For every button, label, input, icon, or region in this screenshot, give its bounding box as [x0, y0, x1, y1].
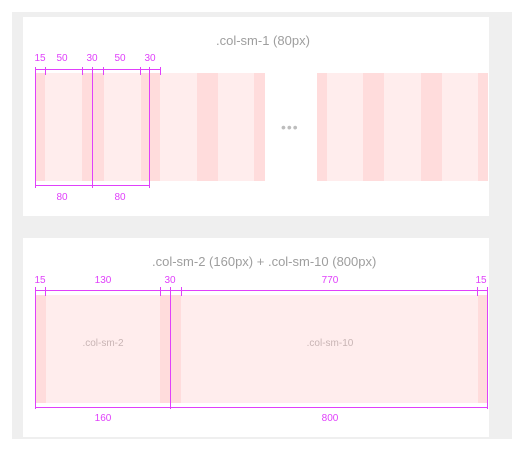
column: [45, 73, 82, 181]
gutter: [363, 73, 384, 181]
marker-line: [170, 287, 171, 409]
marker-line: [35, 287, 36, 409]
gutter: [82, 73, 104, 181]
dimension-label: 15: [34, 53, 46, 64]
column: [218, 73, 254, 181]
dimension-label: 30: [86, 53, 98, 64]
gutter: [35, 295, 46, 403]
marker-line: [149, 67, 150, 188]
marker-tick: [82, 67, 83, 75]
gutter: [254, 73, 265, 181]
marker-tick: [45, 67, 46, 75]
marker-dimension-line: [35, 185, 150, 186]
marker-tick: [160, 67, 161, 75]
column-label: .col-sm-2: [82, 338, 124, 349]
column: [327, 73, 363, 181]
marker-tick: [45, 287, 46, 296]
marker-dimension-line: [35, 69, 161, 70]
dimension-label: 15: [34, 275, 46, 286]
ellipsis: •••: [281, 119, 299, 135]
marker-dimension-line: [35, 407, 488, 408]
marker-line: [92, 67, 93, 188]
gutter: [197, 73, 218, 181]
gutter: [317, 73, 327, 181]
marker-dimension-line: [35, 290, 488, 291]
column-label: .col-sm-10: [306, 338, 354, 349]
column: [160, 73, 197, 181]
gutter: [141, 73, 160, 181]
dimension-label: 30: [144, 53, 156, 64]
dimension-label: 50: [114, 53, 126, 64]
diagram-1-title: .col-sm-1 (80px): [216, 33, 310, 48]
dimension-label: 30: [164, 275, 176, 286]
marker-tick: [181, 287, 182, 296]
dimension-label: 160: [94, 413, 112, 424]
marker-tick: [160, 287, 161, 296]
marker-tick: [140, 67, 141, 75]
dimension-label: 770: [321, 275, 339, 286]
diagram-2-title: .col-sm-2 (160px) + .col-sm-10 (800px): [152, 254, 377, 269]
dimension-label: 50: [56, 53, 68, 64]
marker-line: [35, 67, 36, 188]
marker-tick: [103, 67, 104, 75]
dimension-label: 80: [114, 192, 126, 203]
gutter: [478, 295, 488, 403]
gutter: [478, 73, 488, 181]
column: [104, 73, 141, 181]
column: [442, 73, 478, 181]
dimension-label: 800: [321, 413, 339, 424]
gutter: [421, 73, 442, 181]
marker-line: [487, 287, 488, 409]
column: [384, 73, 421, 181]
gutter: [36, 73, 45, 181]
dimension-label: 80: [56, 192, 68, 203]
dimension-label: 15: [475, 275, 487, 286]
marker-tick: [477, 287, 478, 296]
column-col-sm-10: [181, 295, 478, 403]
dimension-label: 130: [94, 275, 112, 286]
column-col-sm-2: [46, 295, 160, 403]
